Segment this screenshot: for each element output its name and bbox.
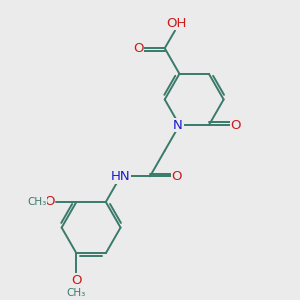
Text: O: O — [71, 274, 82, 287]
Text: O: O — [230, 118, 241, 132]
Text: CH₃: CH₃ — [67, 288, 86, 298]
Text: O: O — [171, 170, 182, 183]
Text: CH₃: CH₃ — [27, 197, 46, 207]
Text: N: N — [173, 118, 183, 132]
Text: HN: HN — [111, 170, 130, 183]
Text: O: O — [133, 42, 143, 55]
Text: O: O — [44, 196, 55, 208]
Text: OH: OH — [166, 17, 187, 30]
